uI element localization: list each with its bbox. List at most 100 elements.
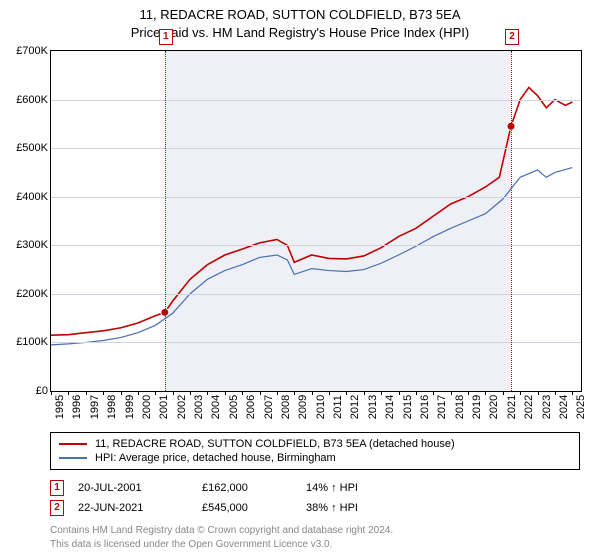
sale-delta: 38% ↑ HPI <box>306 502 396 514</box>
x-tick <box>207 391 208 395</box>
x-axis-label: 2014 <box>384 395 396 419</box>
x-axis-label: 2004 <box>210 395 222 419</box>
x-tick <box>538 391 539 395</box>
x-tick <box>468 391 469 395</box>
x-axis-label: 2016 <box>419 395 431 419</box>
x-tick <box>399 391 400 395</box>
plot-area: £0£100K£200K£300K£400K£500K£600K£700K199… <box>50 50 582 392</box>
x-axis-label: 2019 <box>471 395 483 419</box>
footer: Contains HM Land Registry data © Crown c… <box>50 524 580 551</box>
x-tick <box>416 391 417 395</box>
x-axis-label: 1999 <box>124 395 136 419</box>
x-tick <box>260 391 261 395</box>
legend-swatch <box>59 457 87 459</box>
y-axis-label: £400K <box>3 191 48 203</box>
legend-swatch <box>59 443 87 445</box>
footer-line: Contains HM Land Registry data © Crown c… <box>50 524 580 538</box>
x-tick <box>503 391 504 395</box>
x-axis-label: 2025 <box>575 395 587 419</box>
x-axis-label: 2000 <box>141 395 153 419</box>
gridline <box>51 100 581 101</box>
sale-price: £545,000 <box>202 502 292 514</box>
x-tick <box>51 391 52 395</box>
x-tick <box>329 391 330 395</box>
x-tick <box>242 391 243 395</box>
x-tick <box>555 391 556 395</box>
sale-point-dot <box>161 308 169 316</box>
gridline <box>51 148 581 149</box>
gridline <box>51 245 581 246</box>
gridline <box>51 197 581 198</box>
sales-row: 2 22-JUN-2021 £545,000 38% ↑ HPI <box>50 498 580 518</box>
x-axis-label: 2015 <box>402 395 414 419</box>
x-tick <box>225 391 226 395</box>
x-axis-label: 2003 <box>193 395 205 419</box>
legend-row: 11, REDACRE ROAD, SUTTON COLDFIELD, B73 … <box>59 437 571 451</box>
x-axis-label: 1996 <box>71 395 83 419</box>
sales-row: 1 20-JUL-2001 £162,000 14% ↑ HPI <box>50 478 580 498</box>
x-axis-label: 2021 <box>506 395 518 419</box>
x-tick <box>294 391 295 395</box>
x-axis-label: 1998 <box>106 395 118 419</box>
x-axis-label: 2018 <box>454 395 466 419</box>
y-axis-label: £300K <box>3 239 48 251</box>
x-axis-label: 2012 <box>349 395 361 419</box>
x-tick <box>68 391 69 395</box>
y-axis-label: £600K <box>3 94 48 106</box>
sale-date: 20-JUL-2001 <box>78 482 188 494</box>
series-subject <box>51 87 572 335</box>
y-axis-label: £100K <box>3 336 48 348</box>
x-tick <box>312 391 313 395</box>
x-axis-label: 2007 <box>263 395 275 419</box>
x-tick <box>138 391 139 395</box>
x-tick <box>155 391 156 395</box>
title-line-1: 11, REDACRE ROAD, SUTTON COLDFIELD, B73 … <box>0 6 600 24</box>
x-tick <box>86 391 87 395</box>
y-axis-label: £500K <box>3 142 48 154</box>
x-axis-label: 2010 <box>315 395 327 419</box>
x-axis-label: 2020 <box>488 395 500 419</box>
x-axis-label: 1995 <box>54 395 66 419</box>
x-tick <box>433 391 434 395</box>
sale-marker: 2 <box>50 500 64 516</box>
plot-svg <box>51 51 581 391</box>
sale-price: £162,000 <box>202 482 292 494</box>
legend-label: 11, REDACRE ROAD, SUTTON COLDFIELD, B73 … <box>95 438 455 450</box>
chart-container: 11, REDACRE ROAD, SUTTON COLDFIELD, B73 … <box>0 0 600 560</box>
y-axis-label: £700K <box>3 45 48 57</box>
x-axis-label: 2008 <box>280 395 292 419</box>
x-tick <box>277 391 278 395</box>
x-axis-label: 2011 <box>332 395 344 419</box>
y-axis-label: £0 <box>3 385 48 397</box>
x-tick <box>173 391 174 395</box>
x-axis-label: 2002 <box>176 395 188 419</box>
sale-delta: 14% ↑ HPI <box>306 482 396 494</box>
x-axis-label: 2001 <box>158 395 170 419</box>
legend-box: 11, REDACRE ROAD, SUTTON COLDFIELD, B73 … <box>50 432 580 470</box>
x-axis-label: 1997 <box>89 395 101 419</box>
footer-line: This data is licensed under the Open Gov… <box>50 538 580 552</box>
gridline <box>51 294 581 295</box>
x-tick <box>520 391 521 395</box>
legend-row: HPI: Average price, detached house, Birm… <box>59 451 571 465</box>
x-axis-label: 2023 <box>541 395 553 419</box>
y-axis-label: £200K <box>3 288 48 300</box>
sale-marker-box: 1 <box>159 29 173 45</box>
x-tick <box>485 391 486 395</box>
gridline <box>51 342 581 343</box>
x-tick <box>190 391 191 395</box>
sale-marker: 1 <box>50 480 64 496</box>
x-tick <box>572 391 573 395</box>
x-tick <box>346 391 347 395</box>
x-tick <box>103 391 104 395</box>
sale-marker-box: 2 <box>505 29 519 45</box>
legend-and-footer: 11, REDACRE ROAD, SUTTON COLDFIELD, B73 … <box>50 432 580 551</box>
sales-table: 1 20-JUL-2001 £162,000 14% ↑ HPI 2 22-JU… <box>50 478 580 518</box>
x-axis-label: 2022 <box>523 395 535 419</box>
x-axis-label: 2013 <box>367 395 379 419</box>
x-axis-label: 2006 <box>245 395 257 419</box>
legend-label: HPI: Average price, detached house, Birm… <box>95 452 336 464</box>
x-axis-label: 2024 <box>558 395 570 419</box>
x-axis-label: 2017 <box>436 395 448 419</box>
sale-point-dot <box>507 122 515 130</box>
